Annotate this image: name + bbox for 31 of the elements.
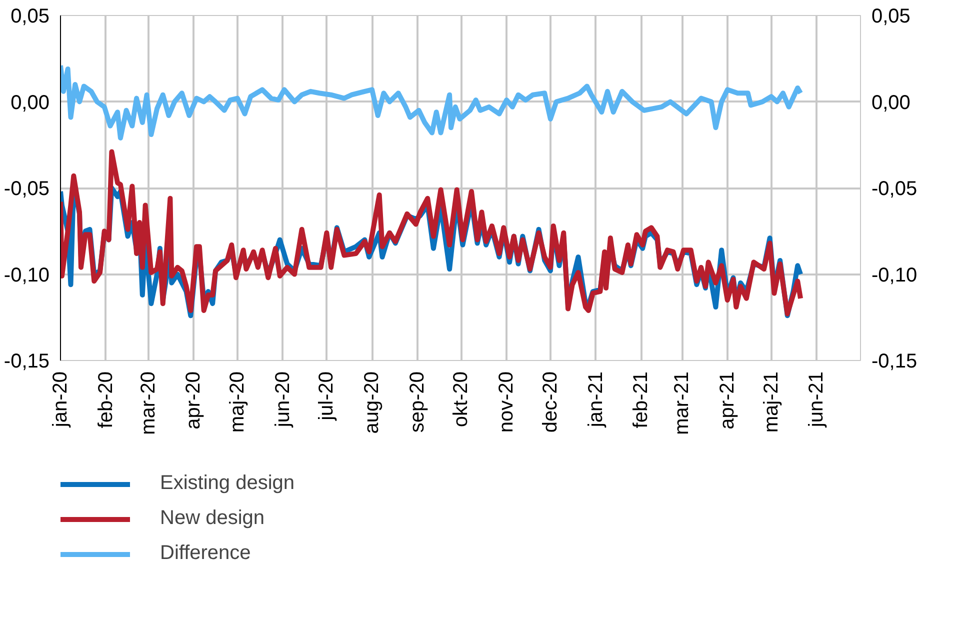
x-tick-label: jul-20: [316, 371, 338, 422]
x-tick-label: jun-21: [806, 371, 828, 428]
y-tick-label: 0,05: [10, 6, 50, 28]
x-tick-label: maj-21: [760, 371, 782, 433]
y2-tick-label: -0,15: [872, 350, 918, 372]
y2-tick-label: 0,00: [872, 92, 910, 114]
x-tick-label: feb-21: [630, 371, 652, 428]
y-tick-label: -0,15: [4, 350, 50, 372]
y-tick-label: -0,05: [4, 178, 50, 200]
x-tick-label: dec-20: [539, 371, 562, 433]
x-tick-label: jan-20: [50, 371, 72, 428]
legend-label: New design: [160, 507, 265, 530]
x-tick-label: mar-20: [137, 371, 160, 435]
legend-label: Existing design: [160, 472, 295, 495]
legend-label: Difference: [160, 542, 251, 565]
x-tick-label: jun-20: [272, 371, 294, 428]
y2-tick-label: -0,10: [872, 264, 918, 286]
x-tick-label: mar-21: [671, 371, 694, 435]
x-tick-label: nov-20: [496, 371, 518, 433]
x-tick-label: sep-20: [406, 371, 428, 433]
x-tick-label: feb-20: [94, 371, 117, 428]
x-tick-label: jan-21: [584, 371, 607, 428]
x-tick-label: apr-21: [716, 372, 738, 430]
x-tick-label: maj-20: [226, 371, 248, 433]
y-tick-label: 0,00: [10, 92, 50, 114]
x-tick-label: apr-20: [182, 372, 205, 430]
y2-tick-label: -0,05: [872, 178, 918, 200]
y-tick-label: -0,10: [4, 264, 50, 286]
y2-tick-label: 0,05: [872, 6, 910, 28]
x-tick-label: aug-20: [361, 371, 384, 434]
x-tick-label: okt-20: [450, 371, 472, 428]
